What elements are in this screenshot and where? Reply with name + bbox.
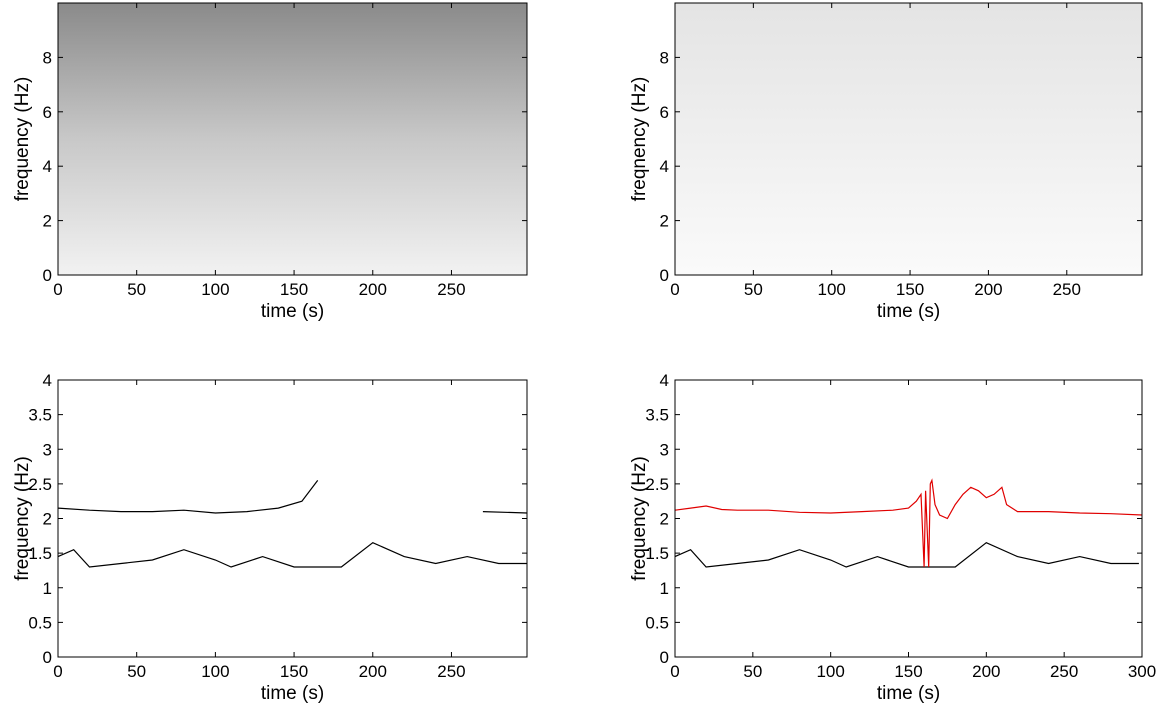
y-tick-label: 2.5 (28, 475, 52, 494)
axes-box (674, 2, 1143, 276)
x-axis-label: time (s) (877, 683, 940, 704)
x-axis-label: time (s) (261, 683, 324, 704)
y-tick-label: 0.5 (645, 613, 669, 632)
y-tick-label: 4 (43, 371, 52, 390)
x-tick-label: 250 (437, 280, 465, 299)
ridge-line (57, 480, 528, 514)
y-tick-label: 4 (660, 371, 669, 390)
spectrogram-image (675, 3, 1142, 275)
y-tick-label: 0 (660, 648, 669, 667)
x-tick-label: 100 (201, 280, 229, 299)
y-tick-label: 2.5 (645, 475, 669, 494)
axes-box (57, 379, 528, 658)
y-tick-label: 1 (43, 579, 52, 598)
axes-box (674, 379, 1143, 658)
y-tick-label: 3.5 (645, 406, 669, 425)
ridge-line (674, 478, 1143, 568)
x-axis-label: time (s) (261, 301, 324, 322)
x-tick-label: 0 (670, 662, 679, 681)
spectrogram-image (58, 3, 527, 275)
x-tick-label: 0 (670, 280, 679, 299)
x-tick-label: 50 (744, 280, 763, 299)
x-tick-label: 250 (437, 662, 465, 681)
axes-box (57, 2, 528, 276)
x-tick-label: 0 (53, 662, 62, 681)
y-tick-label: 0 (43, 266, 52, 285)
x-tick-label: 100 (818, 280, 846, 299)
x-tick-label: 300 (1128, 662, 1156, 681)
y-tick-label: 8 (43, 48, 52, 67)
x-tick-label: 250 (1053, 280, 1081, 299)
x-tick-label: 200 (972, 662, 1000, 681)
y-tick-label: 3.5 (28, 406, 52, 425)
y-tick-label: 0.5 (28, 613, 52, 632)
y-tick-label: 2 (43, 212, 52, 231)
x-axis-label: time (s) (877, 301, 940, 322)
y-tick-label: 0 (660, 266, 669, 285)
x-tick-label: 150 (894, 662, 922, 681)
x-tick-label: 150 (280, 662, 308, 681)
x-tick-label: 200 (359, 280, 387, 299)
y-tick-label: 2 (43, 510, 52, 529)
x-tick-label: 250 (1050, 662, 1078, 681)
y-axis-label: frequency (Hz) (12, 456, 33, 581)
y-tick-label: 1.5 (28, 544, 52, 563)
y-tick-label: 1 (660, 579, 669, 598)
y-axis-label: freqnency (Hz) (629, 77, 650, 202)
y-tick-label: 6 (43, 103, 52, 122)
y-tick-label: 2 (660, 212, 669, 231)
ridge-line (57, 542, 527, 568)
x-tick-label: 50 (127, 280, 146, 299)
y-tick-label: 4 (660, 157, 669, 176)
y-tick-label: 1.5 (645, 544, 669, 563)
x-tick-label: 100 (201, 662, 229, 681)
y-tick-label: 8 (660, 48, 669, 67)
ridge-line (674, 542, 1139, 568)
x-tick-label: 100 (816, 662, 844, 681)
x-tick-label: 50 (127, 662, 146, 681)
x-tick-label: 200 (974, 280, 1002, 299)
x-tick-label: 150 (896, 280, 924, 299)
y-axis-label: frequency (Hz) (629, 456, 650, 581)
y-tick-label: 6 (660, 103, 669, 122)
y-tick-label: 3 (660, 440, 669, 459)
x-tick-label: 50 (743, 662, 762, 681)
y-tick-label: 2 (660, 510, 669, 529)
x-tick-label: 150 (280, 280, 308, 299)
x-tick-label: 200 (359, 662, 387, 681)
y-tick-label: 0 (43, 648, 52, 667)
y-tick-label: 3 (43, 440, 52, 459)
y-axis-label: frequency (Hz) (12, 77, 33, 202)
y-tick-label: 4 (43, 157, 52, 176)
x-tick-label: 0 (53, 280, 62, 299)
